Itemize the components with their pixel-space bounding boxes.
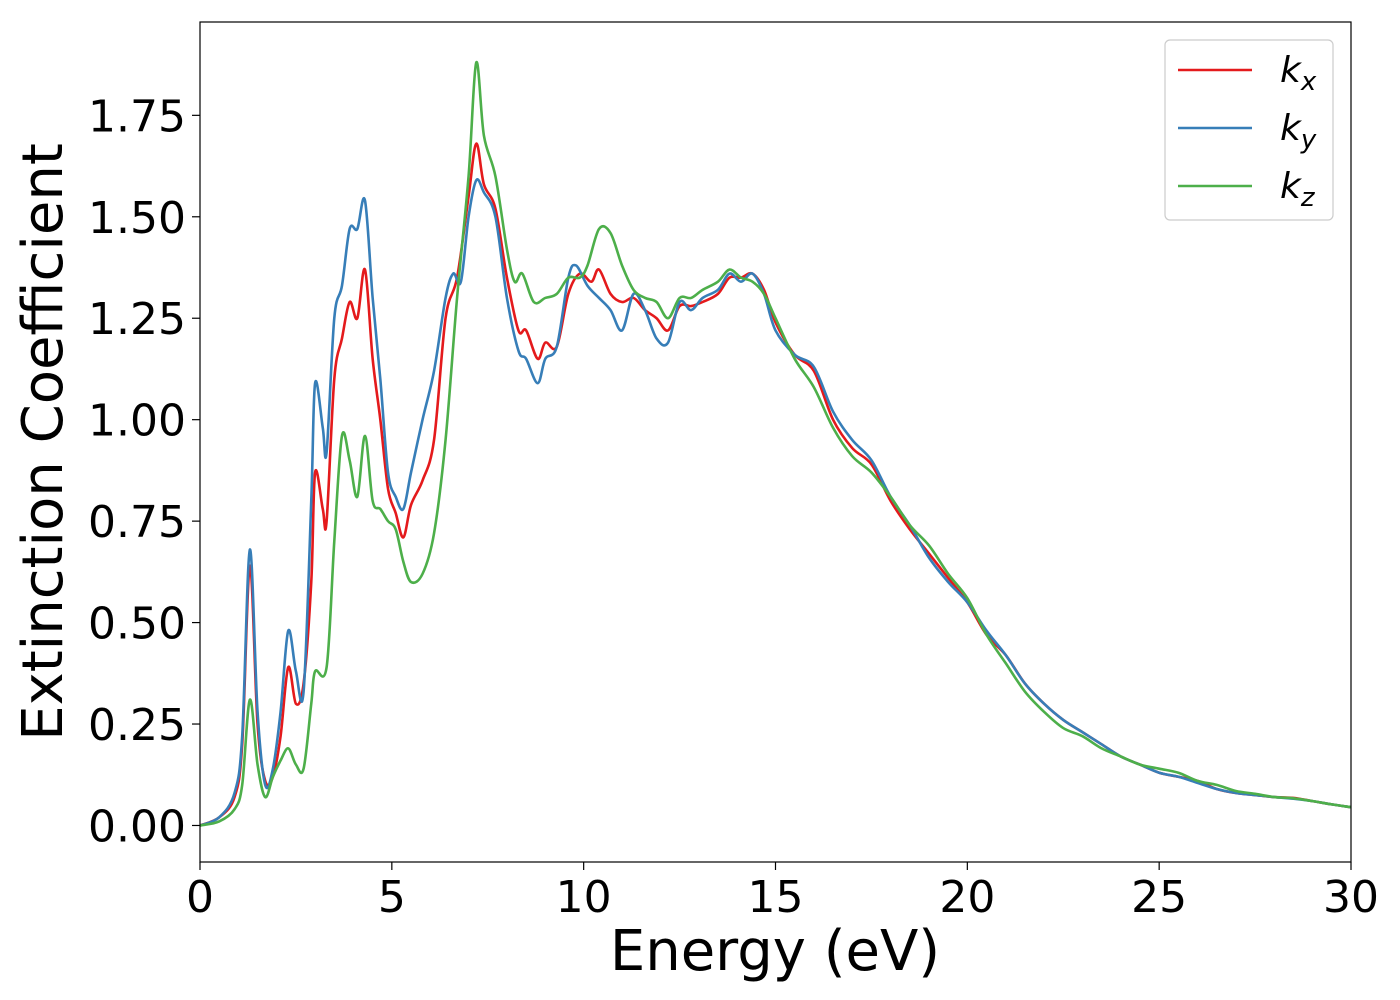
plot-background xyxy=(200,22,1351,862)
legend-label-y: ky xyxy=(1280,108,1317,155)
legend-label-z: kz xyxy=(1280,166,1316,213)
legend-label-subscript: z xyxy=(1300,183,1316,213)
y-tick-label: 1.00 xyxy=(88,396,186,447)
legend-label-base: k xyxy=(1280,108,1303,149)
legend-label-x: kx xyxy=(1280,50,1317,97)
legend-label-subscript: x xyxy=(1300,67,1317,97)
legend-label-base: k xyxy=(1280,50,1303,91)
x-tick-label: 20 xyxy=(939,872,995,923)
x-tick-label: 15 xyxy=(748,872,804,923)
y-tick-label: 0.25 xyxy=(88,700,186,751)
x-axis-ticks: 0 5 10 15 20 25 30 xyxy=(186,862,1379,923)
y-tick-label: 1.50 xyxy=(88,193,186,244)
legend-box xyxy=(1164,39,1334,221)
x-tick-label: 5 xyxy=(378,872,406,923)
series-line-z xyxy=(199,61,1352,827)
legend-label-base: k xyxy=(1280,166,1303,207)
y-tick-label: 0.00 xyxy=(88,801,186,852)
legend-label-subscript: y xyxy=(1300,125,1317,155)
series-layer xyxy=(199,61,1352,827)
x-tick-label: 25 xyxy=(1131,872,1187,923)
y-axis-label: Extinction Coefficient xyxy=(11,143,76,741)
y-tick-label: 1.75 xyxy=(88,91,186,142)
x-tick-label: 0 xyxy=(186,872,214,923)
series-line-y xyxy=(199,178,1352,827)
x-tick-label: 10 xyxy=(556,872,612,923)
x-axis-label: Energy (eV) xyxy=(610,919,940,984)
y-tick-label: 1.25 xyxy=(88,294,186,345)
y-tick-label: 0.50 xyxy=(88,599,186,650)
y-axis-ticks: 0.00 0.25 0.50 0.75 1.00 1.25 1.50 1.75 xyxy=(88,91,200,852)
x-tick-label: 30 xyxy=(1323,872,1379,923)
y-tick-label: 0.75 xyxy=(88,497,186,548)
